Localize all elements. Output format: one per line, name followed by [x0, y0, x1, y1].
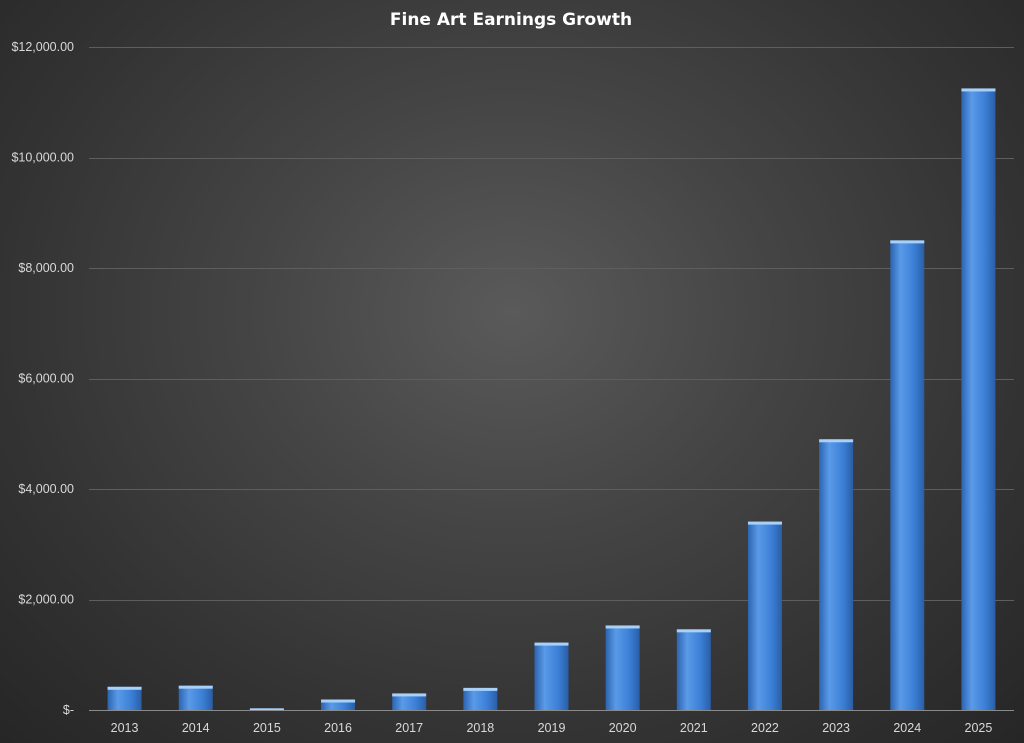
bar-2019 [534, 642, 569, 710]
bar [107, 686, 142, 710]
bar-2022 [747, 521, 782, 710]
bar [819, 439, 854, 710]
x-tick-label: 2014 [182, 721, 210, 735]
bar-highlight [107, 686, 142, 690]
y-tick-label: $2,000.00 [18, 593, 74, 607]
bar [890, 240, 925, 710]
x-tick-label: 2024 [893, 721, 921, 735]
bar [463, 687, 498, 710]
bar-2024 [890, 240, 925, 710]
x-tick-label: 2015 [253, 721, 281, 735]
bar-2015 [249, 708, 284, 710]
bar-highlight [961, 88, 996, 92]
x-tick-label: 2018 [466, 721, 494, 735]
bar-highlight [676, 629, 711, 633]
bar-highlight [534, 642, 569, 646]
x-tick-label: 2025 [965, 721, 993, 735]
x-tick-label: 2020 [609, 721, 637, 735]
bar-highlight [463, 687, 498, 691]
bar-2014 [178, 685, 213, 710]
bar [534, 642, 569, 710]
gridlines [89, 47, 1014, 601]
bar [321, 699, 356, 710]
x-tick-label: 2017 [395, 721, 423, 735]
bar-2017 [392, 693, 427, 710]
bar-2023 [819, 439, 854, 710]
bar-highlight [392, 693, 427, 697]
bar [961, 88, 996, 710]
x-tick-label: 2021 [680, 721, 708, 735]
x-tick-label: 2022 [751, 721, 779, 735]
bar-highlight [178, 685, 213, 689]
x-tick-label: 2016 [324, 721, 352, 735]
bar-highlight [819, 439, 854, 443]
bar-2021 [676, 629, 711, 710]
bar-highlight [747, 521, 782, 525]
y-tick-label: $12,000.00 [11, 40, 74, 54]
y-tick-label: $8,000.00 [18, 261, 74, 275]
chart-title: Fine Art Earnings Growth [390, 10, 632, 30]
bar [178, 685, 213, 710]
y-axis-tick-labels: $- $2,000.00 $4,000.00 $6,000.00 $8,000.00 $1… [11, 40, 74, 717]
bar-highlight [605, 625, 640, 629]
bar-highlight [890, 240, 925, 244]
bar [605, 625, 640, 710]
x-tick-label: 2023 [822, 721, 850, 735]
bar-2025 [961, 88, 996, 710]
bar-highlight [249, 708, 284, 710]
bar-2020 [605, 625, 640, 710]
x-tick-label: 2013 [111, 721, 139, 735]
x-axis-tick-labels: 2013 2014 2015 2016 2017 2018 2019 2020 2021 2022… [111, 721, 993, 735]
bar-2018 [463, 687, 498, 710]
bar [747, 521, 782, 710]
bar [392, 693, 427, 710]
bar [676, 629, 711, 710]
bar-2013 [107, 686, 142, 710]
y-tick-label: $4,000.00 [18, 482, 74, 496]
bars [107, 88, 996, 710]
y-tick-label: $6,000.00 [18, 372, 74, 386]
bar-highlight [321, 699, 356, 703]
y-tick-label: $- [63, 703, 74, 717]
bar-2016 [321, 699, 356, 710]
x-tick-label: 2019 [538, 721, 566, 735]
y-tick-label: $10,000.00 [11, 151, 74, 165]
